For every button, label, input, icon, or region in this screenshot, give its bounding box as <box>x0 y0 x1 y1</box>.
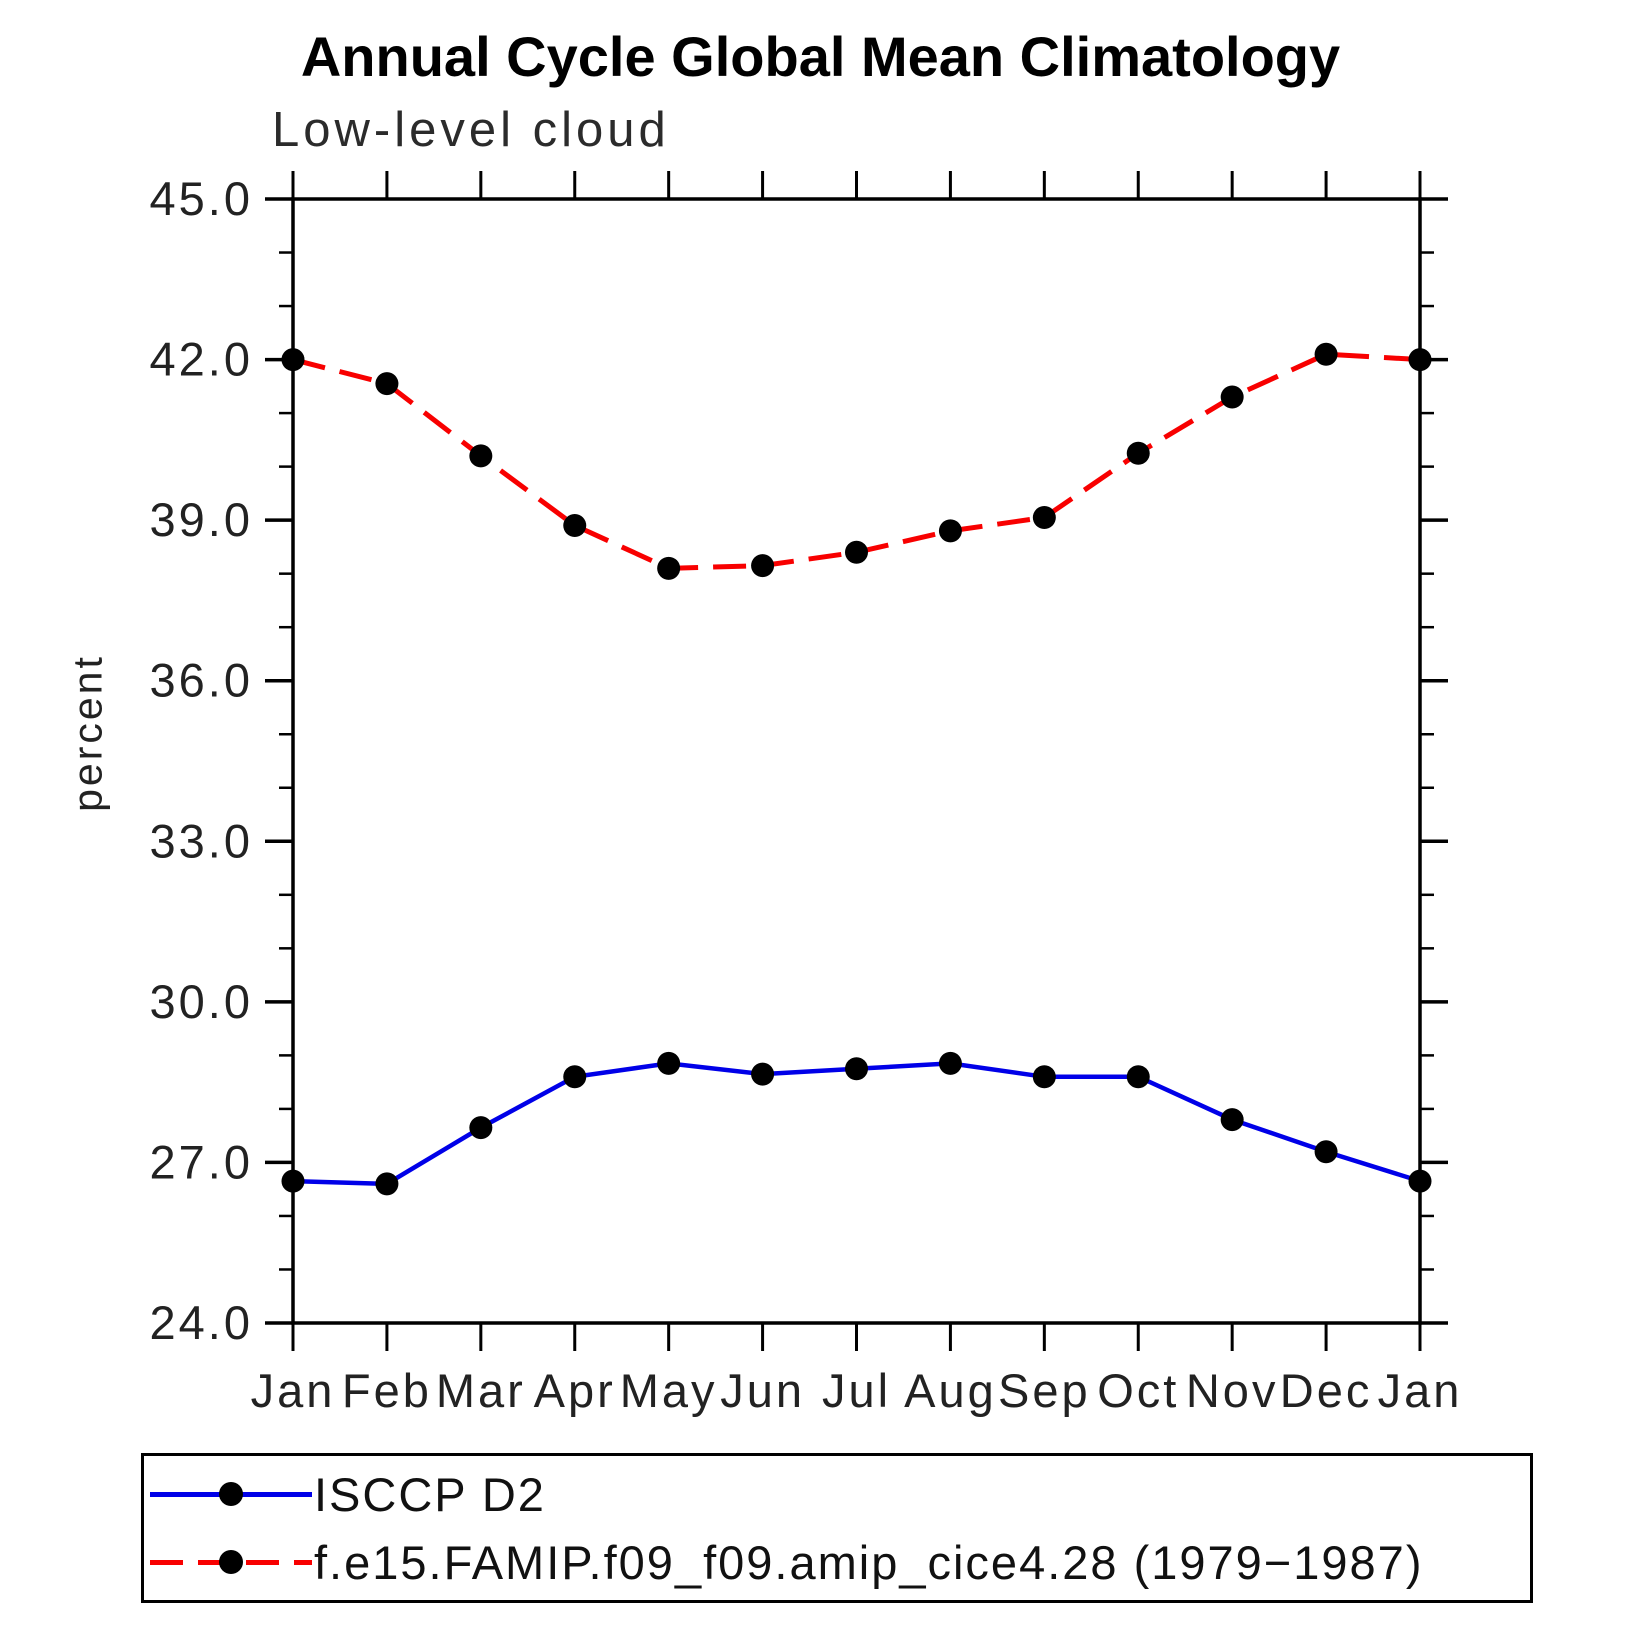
data-point <box>751 554 775 578</box>
data-point <box>657 1051 681 1075</box>
data-point <box>1220 385 1244 409</box>
data-point <box>563 513 587 537</box>
data-point <box>1032 505 1056 529</box>
data-point <box>1220 1108 1244 1132</box>
chart-subtitle: Low-level cloud <box>272 103 670 157</box>
legend-line-solid-blue <box>150 1482 312 1506</box>
x-tick-label: Jun <box>720 1364 805 1417</box>
data-point <box>845 540 868 564</box>
y-tick-label: 27.0 <box>150 1135 253 1188</box>
x-tick-label: Mar <box>436 1364 526 1417</box>
data-point <box>1126 1065 1150 1089</box>
data-point <box>281 348 305 372</box>
data-point <box>281 1169 305 1193</box>
data-point <box>751 1062 775 1086</box>
legend-box: ISCCP D2 f.e15.FAMIP.f09_f09.amip_cice4.… <box>141 1453 1533 1603</box>
series-line-0 <box>292 1061 1421 1187</box>
legend-marker-dot <box>219 1550 243 1574</box>
data-point <box>1032 1065 1056 1089</box>
data-point <box>657 556 681 580</box>
x-tick-label: Jan <box>1378 1364 1463 1417</box>
plot-frame <box>291 197 1422 1325</box>
x-tick-label: Nov <box>1186 1364 1279 1417</box>
y-tick-label: 30.0 <box>150 975 253 1028</box>
y-tick-label: 33.0 <box>150 814 253 867</box>
x-tick-label: Apr <box>534 1364 616 1417</box>
data-point <box>375 1172 399 1196</box>
x-tick-label: Oct <box>1097 1364 1179 1417</box>
y-tick-label: 36.0 <box>150 654 253 707</box>
y-tick-label: 39.0 <box>150 493 253 546</box>
data-point <box>845 1057 868 1081</box>
legend-entry-obs: ISCCP D2 <box>150 1466 1530 1522</box>
data-point <box>1126 441 1150 465</box>
legend-label-obs: ISCCP D2 <box>314 1467 546 1521</box>
data-point <box>938 1051 962 1075</box>
x-tick-label: Feb <box>342 1364 432 1417</box>
legend-marker-dot <box>219 1482 243 1506</box>
y-tick-label: 42.0 <box>150 333 253 386</box>
series-line-1 <box>292 351 1421 571</box>
y-tick-label: 45.0 <box>150 172 253 225</box>
x-tick-label: Jul <box>822 1364 891 1417</box>
data-point <box>375 372 399 396</box>
x-tick-label: Jan <box>251 1364 336 1417</box>
legend-label-model: f.e15.FAMIP.f09_f09.amip_cice4.28 (1979−… <box>314 1535 1424 1589</box>
data-point <box>1314 1140 1338 1164</box>
data-point <box>469 1116 493 1140</box>
legend-entry-model: f.e15.FAMIP.f09_f09.amip_cice4.28 (1979−… <box>150 1534 1530 1590</box>
data-point <box>563 1065 587 1089</box>
data-point <box>469 444 493 468</box>
x-tick-label: Dec <box>1280 1364 1373 1417</box>
chart-title: Annual Cycle Global Mean Climatology <box>300 25 1341 88</box>
legend-line-dashed-red <box>150 1550 312 1574</box>
x-tick-label: Aug <box>904 1364 997 1417</box>
data-point <box>1408 1169 1432 1193</box>
data-point <box>938 519 962 543</box>
x-tick-label: Sep <box>998 1364 1091 1417</box>
data-point <box>1314 342 1338 366</box>
data-point <box>1408 348 1432 372</box>
x-tick-label: May <box>620 1364 718 1417</box>
y-tick-label: 24.0 <box>150 1296 253 1349</box>
